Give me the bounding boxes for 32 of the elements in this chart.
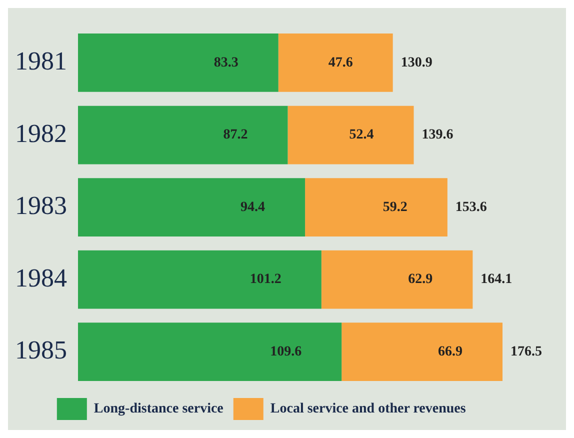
data-label: 109.6 [270, 344, 302, 360]
data-label: 101.2 [250, 272, 282, 288]
bar [78, 106, 288, 164]
y-tick-label: 1981 [15, 46, 67, 76]
data-label: 62.9 [408, 272, 433, 288]
y-tick-label: 1983 [15, 191, 67, 220]
bar [78, 178, 306, 236]
total-label: 176.5 [510, 344, 542, 360]
total-label: 164.1 [480, 272, 512, 288]
data-label: 66.9 [438, 344, 463, 360]
bar [78, 322, 342, 382]
bar [321, 250, 473, 309]
data-label: 87.2 [223, 128, 248, 143]
data-label: 47.6 [328, 55, 353, 70]
data-label: 83.3 [214, 55, 238, 70]
bar [288, 106, 414, 164]
y-tick-label: 1985 [15, 336, 67, 365]
total-label: 139.6 [422, 128, 454, 143]
data-label: 52.4 [349, 128, 374, 143]
data-label: 94.4 [240, 200, 266, 215]
data-label: 59.2 [382, 200, 408, 215]
bar [78, 34, 278, 92]
total-label: 130.9 [400, 55, 432, 70]
y-tick-label: 1982 [15, 118, 67, 148]
bar [78, 250, 322, 309]
bar [305, 178, 448, 236]
legend-label: Long-distance service [94, 402, 224, 417]
legend-label: Local service and other revenues [270, 402, 466, 417]
bar [342, 322, 503, 382]
y-tick-label: 1984 [15, 263, 67, 292]
bar [278, 34, 393, 92]
total-label: 153.6 [455, 200, 487, 215]
